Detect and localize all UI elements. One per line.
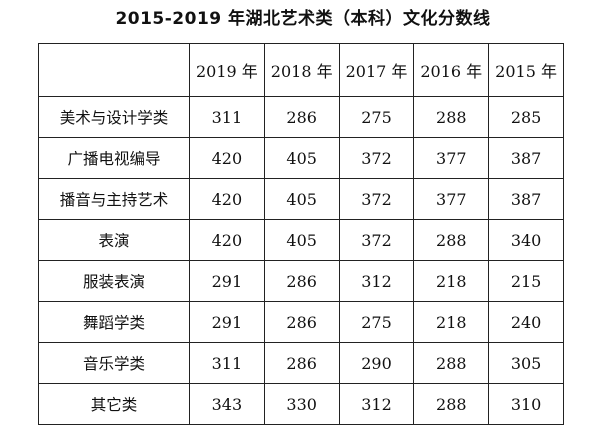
category-cell: 播音与主持艺术 [38, 178, 190, 220]
header-row: 2019 年 2018 年 2017 年 2016 年 2015 年 [38, 43, 564, 97]
score-cell: 275 [338, 96, 415, 138]
table-row: 美术与设计学类 311 286 275 288 285 [38, 96, 564, 138]
table-row: 表演 420 405 372 288 340 [38, 219, 564, 261]
score-cell: 372 [338, 137, 415, 179]
score-cell: 405 [263, 137, 340, 179]
corner-cell [38, 43, 190, 97]
table-row: 其它类 343 330 312 288 310 [38, 383, 564, 425]
score-cell: 311 [189, 96, 265, 138]
score-table: 2019 年 2018 年 2017 年 2016 年 2015 年 美术与设计… [38, 43, 564, 425]
score-cell: 218 [413, 260, 490, 302]
score-cell: 420 [189, 137, 265, 179]
table-row: 广播电视编导 420 405 372 377 387 [38, 137, 564, 179]
score-cell: 312 [338, 260, 415, 302]
score-cell: 311 [189, 342, 265, 384]
category-cell: 舞蹈学类 [38, 301, 190, 343]
category-cell: 表演 [38, 219, 190, 261]
score-cell: 405 [263, 178, 340, 220]
year-header: 2016 年 [413, 43, 490, 97]
score-cell: 372 [338, 219, 415, 261]
score-cell: 377 [413, 137, 490, 179]
score-cell: 275 [338, 301, 415, 343]
category-cell: 服装表演 [38, 260, 190, 302]
score-cell: 420 [189, 178, 265, 220]
score-cell: 218 [413, 301, 490, 343]
score-cell: 420 [189, 219, 265, 261]
score-cell: 288 [413, 96, 490, 138]
score-cell: 288 [413, 342, 490, 384]
score-cell: 215 [488, 260, 564, 302]
year-header: 2019 年 [189, 43, 265, 97]
score-cell: 372 [338, 178, 415, 220]
category-cell: 广播电视编导 [38, 137, 190, 179]
score-cell: 240 [488, 301, 564, 343]
score-cell: 290 [338, 342, 415, 384]
score-cell: 343 [189, 383, 265, 425]
document-title: 2015-2019 年湖北艺术类（本科）文化分数线 [115, 9, 491, 29]
year-header: 2018 年 [263, 43, 340, 97]
table-row: 音乐学类 311 286 290 288 305 [38, 342, 564, 384]
score-cell: 291 [189, 260, 265, 302]
score-cell: 377 [413, 178, 490, 220]
table-row: 舞蹈学类 291 286 275 218 240 [38, 301, 564, 343]
score-cell: 340 [488, 219, 564, 261]
table-row: 服装表演 291 286 312 218 215 [38, 260, 564, 302]
year-header: 2017 年 [338, 43, 415, 97]
score-cell: 330 [263, 383, 340, 425]
score-cell: 288 [413, 383, 490, 425]
category-cell: 音乐学类 [38, 342, 190, 384]
category-cell: 其它类 [38, 383, 190, 425]
score-cell: 387 [488, 137, 564, 179]
score-cell: 286 [263, 301, 340, 343]
score-cell: 387 [488, 178, 564, 220]
score-cell: 312 [338, 383, 415, 425]
category-cell: 美术与设计学类 [38, 96, 190, 138]
score-cell: 310 [488, 383, 564, 425]
score-cell: 285 [488, 96, 564, 138]
score-cell: 305 [488, 342, 564, 384]
score-cell: 286 [263, 260, 340, 302]
score-cell: 288 [413, 219, 490, 261]
score-cell: 286 [263, 96, 340, 138]
score-cell: 291 [189, 301, 265, 343]
year-header: 2015 年 [488, 43, 564, 97]
score-cell: 286 [263, 342, 340, 384]
score-cell: 405 [263, 219, 340, 261]
table-row: 播音与主持艺术 420 405 372 377 387 [38, 178, 564, 220]
